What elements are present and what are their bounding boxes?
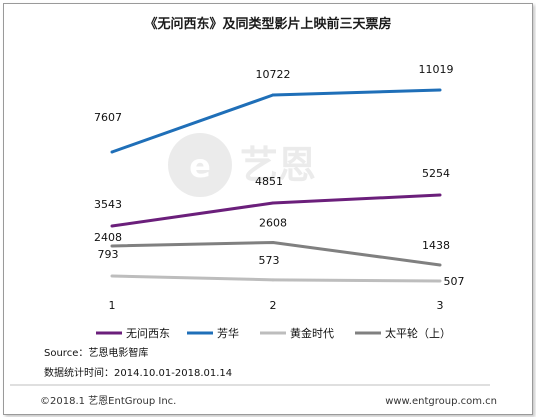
legend: 无问西东 芳华 黄金时代 太平轮（上）	[96, 326, 451, 340]
watermark-logo-circle	[168, 133, 232, 197]
data-point-黄金时代	[438, 279, 442, 283]
x-tick-label: 3	[437, 299, 444, 312]
chart-title: 《无问西东》及同类型影片上映前三天票房	[144, 16, 391, 32]
chart-border	[3, 3, 533, 415]
x-tick-label: 2	[270, 299, 277, 312]
legend-label-芳华: 芳华	[217, 326, 239, 340]
legend-label-无问西东: 无问西东	[126, 327, 170, 340]
watermark-logo: e 艺恩	[168, 133, 316, 197]
x-tick-label: 1	[109, 299, 116, 312]
data-label-太平轮上: 2608	[259, 216, 287, 229]
data-point-芳华	[110, 150, 114, 154]
plot-area: 3543 4851 5254 7607 10722 11019 793 573 507 2408 2…	[94, 63, 465, 288]
data-label-芳华: 11019	[419, 63, 454, 76]
x-axis-ticks: 1 2 3	[109, 299, 444, 312]
data-point-黄金时代	[271, 278, 275, 282]
data-label-芳华: 10722	[256, 68, 291, 81]
footer-url: www.entgroup.com.cn	[385, 396, 497, 407]
data-point-太平轮上	[438, 263, 442, 267]
watermark-logo-glyph: e	[189, 147, 211, 185]
data-point-芳华	[271, 93, 275, 97]
data-label-无问西东: 3543	[94, 198, 122, 211]
data-point-黄金时代	[110, 274, 114, 278]
watermark-text: 艺恩	[240, 143, 316, 187]
data-label-黄金时代: 507	[444, 275, 465, 288]
data-label-黄金时代: 793	[98, 248, 119, 261]
series-line-黄金时代	[111, 274, 441, 283]
data-point-无问西东	[438, 193, 442, 197]
footer-copyright: ©2018.1 艺恩EntGroup Inc.	[40, 395, 176, 407]
data-point-芳华	[438, 88, 442, 92]
legend-label-太平轮上: 太平轮（上）	[385, 326, 451, 340]
source-note: Source：艺恩电影智库	[44, 346, 148, 359]
data-label-芳华: 7607	[94, 111, 122, 124]
data-point-太平轮上	[271, 240, 275, 244]
legend-label-黄金时代: 黄金时代	[290, 326, 334, 340]
data-point-无问西东	[110, 224, 114, 228]
data-label-无问西东: 5254	[422, 167, 450, 180]
stat-period-note: 数据统计时间：2014.10.01-2018.01.14	[44, 366, 232, 379]
data-label-太平轮上: 2408	[94, 231, 122, 244]
data-label-黄金时代: 573	[259, 254, 280, 267]
data-label-太平轮上: 1438	[422, 239, 450, 252]
data-point-太平轮上	[110, 244, 114, 248]
data-label-无问西东: 4851	[255, 175, 283, 188]
data-point-无问西东	[271, 201, 275, 205]
